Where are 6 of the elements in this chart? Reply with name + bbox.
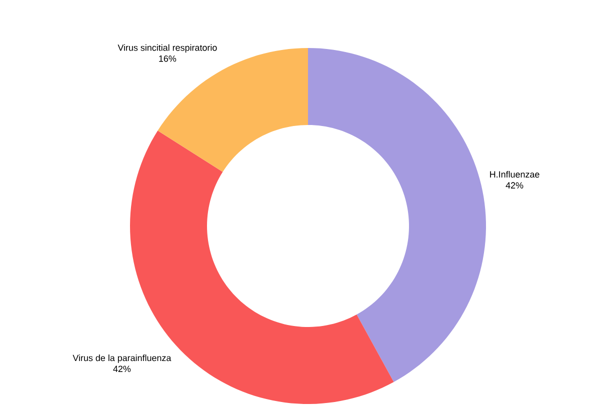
slice-label: Virus sincitial respiratorio [118,44,217,53]
data-label: 42% [506,182,524,188]
slice-label: H.Influenzae [490,170,540,178]
data-label: 42% [113,366,131,372]
data-label: 16% [159,55,176,62]
slice-label: Virus de la parainfluenza [72,354,172,363]
